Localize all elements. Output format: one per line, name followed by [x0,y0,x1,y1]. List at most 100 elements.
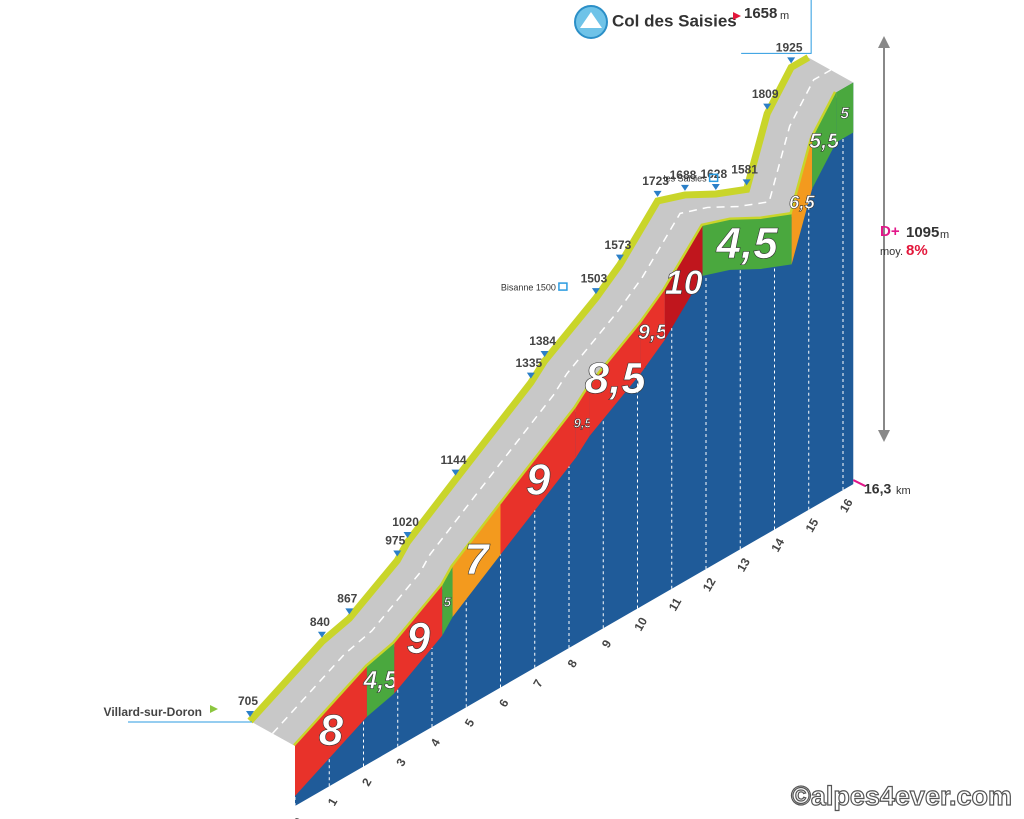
altitude-label: 705 [238,694,258,708]
altitude-label: 840 [310,615,330,629]
summit-unit: m [780,10,789,22]
gain-unit: m [940,229,949,241]
gradient-segment [442,566,453,636]
altitude-marker [403,531,412,538]
altitude-marker [451,469,460,476]
length-marker [852,479,866,487]
altitude-marker [615,254,624,261]
gain-arrow-head [878,36,890,48]
gradient-label: 9 [526,456,551,505]
start-flag [210,705,218,713]
km-tick-label: 13 [734,555,753,574]
length-value: 16,3 [864,481,891,497]
altitude-label: 1020 [392,515,419,529]
gradient-segment [500,407,576,555]
gradient-label: 6,5 [789,191,815,212]
gradient-segment [575,386,590,458]
altitude-label: 1809 [752,87,779,101]
altitude-marker [653,190,662,197]
km-tick-label: 14 [768,536,787,555]
gradient-label: 9 [406,615,430,663]
average-value: 8% [906,242,928,259]
gradient-label: 8,5 [585,354,647,403]
altitude-label: 1723 [642,174,669,188]
place-label: Bisanne 1500 [501,282,556,292]
altitude-marker [787,57,796,64]
altitude-marker [393,550,402,557]
summit-altitude: 1658 [744,5,777,22]
gradient-label: 8 [319,706,344,755]
altitude-label: 1925 [776,41,803,55]
gradient-segment [640,289,665,374]
gradient-segment [664,225,703,340]
average-label: moy. [880,246,903,258]
road-edge [247,54,811,724]
lift-icon [708,173,719,183]
altitude-marker [317,631,326,638]
altitude-label: 1384 [529,334,556,348]
gradient-segment [812,92,837,189]
gradient-label: 5 [840,105,849,122]
altitude-label: 1335 [515,356,542,370]
gradient-label: 10 [665,264,703,302]
place-label: les Saisies [664,174,708,184]
profile: 84,595799,58,59,5104,56,55,5501234567891… [104,0,866,819]
lift-icon [558,282,568,291]
altitude-marker [742,179,751,186]
altitude-marker [246,711,254,717]
altitude-label: 1573 [605,238,632,252]
km-tick-label: 2 [359,775,375,788]
km-tick-label: 7 [530,677,546,690]
summit-line [741,0,812,54]
gradient-label: 4,5 [716,219,779,268]
altitude-label: 867 [337,592,357,606]
gradient-segment [702,214,792,276]
altitude-marker [763,103,772,110]
gradient-segment [589,323,641,437]
altitude-label: 1688 [670,168,697,182]
start-name: Villard-sur-Doron [104,705,202,719]
km-tick-label: 16 [837,496,856,515]
gain-value: 1095 [906,224,939,241]
gradient-label: 9,5 [638,319,669,344]
gradient-segment [366,643,395,717]
gradient-segment [836,82,854,143]
altitude-marker [526,372,535,379]
gradient-label: 9,5 [574,415,593,430]
chart-title: Col des Saisies [612,11,737,30]
gradient-label: 5,5 [809,128,840,153]
altitude-marker [540,351,549,358]
km-tick-label: 4 [428,736,444,749]
altitude-marker [680,184,689,191]
km-tick-label: 12 [700,575,719,594]
km-tick-label: 5 [462,716,478,729]
gradient-segment [791,138,813,265]
logo-mountain [580,12,602,28]
gradient-label: 4,5 [362,668,398,695]
altitude-label: 1144 [440,453,466,467]
gain-arrow-head [878,430,890,442]
gradient-segment [452,504,501,617]
km-tick-label: 15 [803,516,822,535]
length-unit: km [896,485,911,497]
km-tick-label: 8 [565,657,581,670]
altitude-marker [591,288,600,295]
km-tick-label: 10 [631,615,650,634]
road-surface [250,57,854,747]
gradient-segment [394,585,443,694]
km-tick-label: 6 [496,696,512,709]
altitude-marker [711,183,720,190]
km-tick-label: 11 [666,595,685,613]
gradient-segment [295,666,367,796]
road-centerline [271,69,832,735]
km-tick-label: 1 [325,795,341,808]
km-tick-label: 9 [599,637,615,650]
altitude-label: 1581 [731,163,758,177]
km-tick-label: 0 [291,815,307,819]
gradient-label: 7 [465,536,491,584]
altitude-label: 975 [385,534,405,548]
km-tick-label: 3 [393,756,409,769]
altitude-label: 1503 [581,271,608,285]
gradient-label: 5 [444,595,452,610]
